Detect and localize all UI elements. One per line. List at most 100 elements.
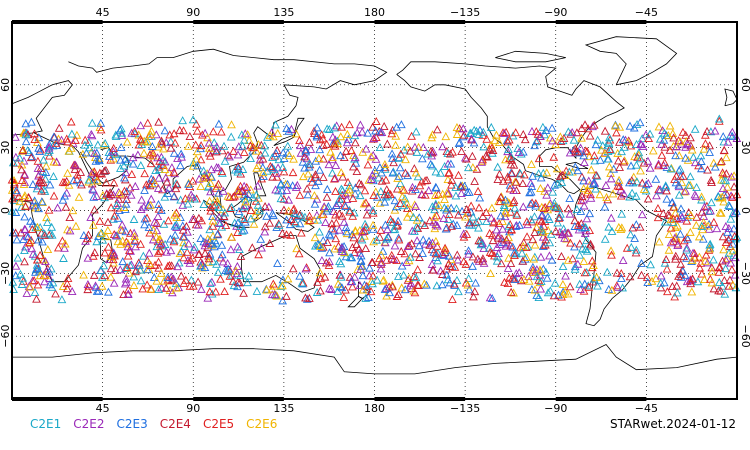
observation-marker: [89, 270, 99, 279]
observation-marker: [140, 185, 149, 194]
observation-marker: [129, 280, 139, 289]
observation-marker: [446, 159, 456, 168]
observation-marker: [424, 236, 434, 245]
observation-marker: [661, 181, 671, 190]
observation-marker: [444, 168, 453, 177]
observation-marker: [727, 265, 737, 274]
observation-marker: [565, 282, 575, 291]
observation-marker: [403, 171, 413, 180]
observation-marker: [34, 204, 44, 213]
axis-tick-labels: 45459090135135180180−135−135−90−90−45−45…: [0, 6, 750, 415]
observation-marker: [130, 126, 139, 135]
observation-marker: [462, 204, 472, 213]
observation-marker: [331, 160, 341, 169]
observation-marker: [32, 294, 41, 303]
observation-marker: [651, 174, 661, 183]
observation-marker: [95, 216, 105, 225]
observation-marker: [655, 185, 665, 194]
observation-marker: [457, 146, 466, 155]
observation-marker: [311, 156, 321, 165]
observation-marker: [637, 270, 646, 279]
observation-marker: [97, 272, 107, 281]
observation-marker: [220, 156, 230, 165]
observation-marker: [459, 130, 469, 139]
observation-marker: [182, 247, 192, 256]
observation-marker: [101, 178, 111, 187]
observation-marker: [601, 180, 611, 189]
observation-marker: [109, 278, 119, 287]
observation-marker: [602, 192, 611, 201]
observation-marker: [555, 132, 565, 141]
observation-marker: [121, 199, 131, 208]
observation-marker: [342, 194, 352, 203]
observation-marker: [641, 186, 651, 195]
observation-marker: [530, 141, 539, 150]
observation-marker: [144, 248, 154, 257]
observation-marker: [537, 202, 547, 211]
observation-marker: [424, 186, 434, 195]
observation-marker: [544, 200, 554, 209]
observation-marker: [265, 131, 275, 140]
observation-marker: [382, 255, 391, 264]
observation-marker: [390, 224, 400, 233]
observation-marker: [239, 288, 248, 297]
observation-marker: [397, 185, 407, 194]
observation-marker: [277, 186, 287, 195]
observation-marker: [339, 217, 349, 226]
observation-marker: [431, 190, 440, 199]
observation-marker: [163, 261, 173, 270]
observation-marker: [345, 207, 355, 216]
observation-marker: [522, 232, 532, 241]
observation-marker: [700, 275, 709, 284]
observation-marker: [99, 166, 109, 175]
observation-marker: [12, 235, 22, 244]
lon-tick-label-bottom: 90: [186, 402, 200, 415]
observation-marker: [199, 166, 209, 175]
observation-marker: [511, 128, 521, 137]
observation-marker: [129, 272, 139, 281]
observation-marker: [690, 158, 700, 167]
observation-marker: [311, 170, 320, 179]
observation-marker: [547, 123, 557, 132]
observation-marker: [581, 245, 590, 254]
observation-marker: [331, 210, 340, 219]
observation-marker: [709, 217, 719, 226]
observation-marker: [409, 212, 418, 221]
observation-marker: [205, 287, 215, 296]
observation-marker: [233, 185, 243, 194]
observation-marker: [157, 136, 166, 145]
observation-marker: [143, 118, 153, 127]
observation-marker: [79, 270, 88, 279]
coastline: [253, 172, 267, 197]
observation-marker: [512, 210, 522, 219]
observation-marker: [322, 124, 332, 133]
observation-marker: [470, 287, 480, 296]
observation-marker: [405, 281, 415, 290]
observation-marker: [522, 217, 532, 226]
observation-marker: [437, 249, 447, 258]
observation-marker: [157, 283, 166, 292]
coastline: [12, 344, 738, 375]
observation-marker: [237, 186, 247, 195]
observation-marker: [729, 224, 739, 233]
observation-marker: [337, 122, 346, 131]
observation-marker: [129, 214, 139, 223]
observation-marker: [461, 212, 470, 221]
lon-tick-label-top: 45: [96, 6, 110, 19]
observation-marker: [627, 188, 637, 197]
observation-marker: [534, 169, 544, 178]
observation-marker: [32, 260, 42, 269]
observation-marker: [315, 227, 324, 236]
observation-marker: [225, 271, 235, 280]
observation-marker: [672, 281, 682, 290]
observation-marker: [717, 175, 726, 184]
observation-marker: [569, 145, 579, 154]
observation-marker: [402, 203, 412, 212]
observation-marker: [687, 145, 697, 154]
observation-marker: [662, 162, 672, 171]
observation-marker: [549, 152, 559, 161]
observation-marker: [11, 152, 21, 161]
observation-marker: [442, 270, 452, 279]
observation-marker: [432, 281, 442, 290]
observation-marker: [80, 140, 90, 149]
